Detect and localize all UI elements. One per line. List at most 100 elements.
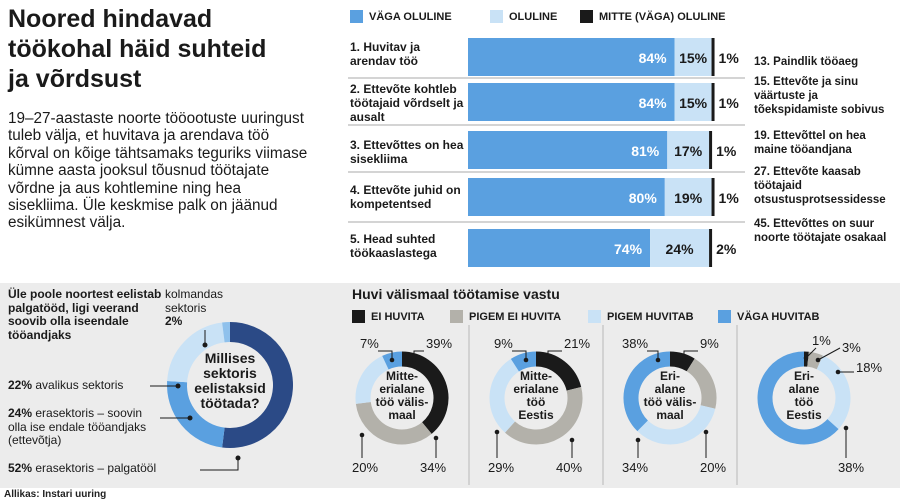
other-rank-item: 19. Ettevõttel on hea maine tööandjana bbox=[754, 130, 866, 156]
leader-line bbox=[547, 350, 562, 360]
bar-category-label: 4. Ettevõte juhid on kompetentsed bbox=[350, 183, 461, 211]
leader-dot bbox=[843, 425, 849, 431]
sector-donut-slice bbox=[167, 322, 226, 383]
abroad-center-text: töö välis- bbox=[376, 395, 429, 409]
bar-oluline bbox=[664, 178, 712, 216]
abroad-center-text: töö välis- bbox=[644, 395, 697, 409]
abroad-center-text: Eestis bbox=[518, 408, 554, 422]
leader-dot bbox=[202, 342, 208, 348]
sector-donut-slice bbox=[222, 322, 293, 448]
bar-value-label: 2% bbox=[716, 241, 737, 257]
abroad-center-text: töö bbox=[527, 395, 546, 409]
legend-swatch bbox=[490, 10, 503, 23]
abroad-center-text: Eri- bbox=[794, 369, 814, 383]
label-palgatoo: 52% erasektoris – palgatööl bbox=[8, 461, 228, 476]
abroad-donut-slice bbox=[807, 351, 823, 370]
abroad-donut-slice bbox=[535, 351, 582, 392]
abroad-pct-label: 38% bbox=[838, 460, 864, 475]
bar-value-label: 17% bbox=[674, 143, 703, 159]
label-erasektor: 24% erasektoris – soovin olla ise endale… bbox=[8, 406, 160, 448]
bar-value-label: 19% bbox=[674, 190, 703, 206]
leader-dot bbox=[635, 437, 641, 443]
bar-oluline bbox=[650, 229, 710, 267]
leader-line bbox=[512, 350, 527, 360]
bar-vaga-oluline bbox=[468, 229, 651, 267]
bar-vaga-oluline bbox=[468, 38, 675, 76]
label-kolmas-pct: 2% bbox=[165, 314, 183, 328]
abroad-center-text: maal bbox=[656, 408, 683, 422]
leader-line bbox=[378, 350, 393, 360]
leader-dot bbox=[545, 357, 551, 363]
bar-value-label: 74% bbox=[614, 241, 643, 257]
bar-value-label: 1% bbox=[716, 143, 737, 159]
label-avalik: 22% avalikus sektoris bbox=[8, 378, 168, 393]
abroad-pct-label: 34% bbox=[622, 460, 648, 475]
legend-ei-huvita: EI HUVITA bbox=[352, 310, 425, 323]
bar-mitte-oluline bbox=[711, 83, 715, 121]
intro-text: 19–27-aastaste noorte tööootuste uuringu… bbox=[8, 110, 308, 232]
legend-label: EI HUVITA bbox=[371, 310, 425, 323]
leader-dot bbox=[835, 369, 841, 375]
abroad-pct-label: 3% bbox=[842, 340, 861, 355]
leader-dot bbox=[235, 455, 241, 461]
leader-dot bbox=[494, 429, 500, 435]
leader-dot bbox=[175, 383, 181, 389]
legend-swatch bbox=[718, 310, 731, 323]
label-kolmas-text: kolmandas sektoris bbox=[165, 287, 224, 315]
abroad-donut-slice bbox=[637, 404, 716, 445]
abroad-pct-label: 29% bbox=[488, 460, 514, 475]
abroad-pct-label: 21% bbox=[564, 336, 590, 351]
legend-label: VÄGA OLULINE bbox=[369, 10, 452, 23]
leader-line bbox=[805, 347, 817, 359]
label-erasektor-pct: 24% bbox=[8, 406, 33, 420]
abroad-donut-slice bbox=[355, 355, 389, 404]
label-kolmas: kolmandas sektoris 2% bbox=[165, 287, 245, 329]
abroad-donut-slice bbox=[355, 401, 432, 445]
bar-vaga-oluline bbox=[468, 131, 668, 169]
abroad-pct-label: 9% bbox=[494, 336, 513, 351]
other-rank-item: 13. Paindlik tööaeg bbox=[754, 56, 859, 68]
bar-mitte-oluline bbox=[709, 131, 713, 169]
legend-vaga-oluline: VÄGA OLULINE bbox=[350, 10, 452, 23]
leader-dot bbox=[523, 357, 529, 363]
leader-line bbox=[200, 458, 239, 471]
abroad-center-text: Mitte- bbox=[386, 369, 418, 383]
sector-center-text: sektoris bbox=[203, 365, 257, 381]
leader-dot bbox=[389, 357, 395, 363]
legend-oluline: OLULINE bbox=[490, 10, 557, 23]
bar-oluline bbox=[674, 38, 712, 76]
abroad-donut-slice bbox=[816, 355, 851, 430]
leader-dot bbox=[803, 355, 809, 361]
leader-line bbox=[413, 350, 424, 360]
abroad-center-text: Mitte- bbox=[520, 369, 552, 383]
abroad-donut-slice bbox=[505, 387, 583, 445]
abroad-center-text: erialane bbox=[513, 382, 559, 396]
leader-line bbox=[647, 350, 659, 360]
leader-line bbox=[683, 350, 698, 360]
page-title: Noored hindavad töökohal häid suhteid ja… bbox=[8, 4, 308, 94]
legend-swatch bbox=[450, 310, 463, 323]
abroad-pct-label: 20% bbox=[352, 460, 378, 475]
abroad-center-text: alane bbox=[789, 382, 820, 396]
bar-value-label: 15% bbox=[679, 50, 708, 66]
bar-value-label: 84% bbox=[639, 95, 668, 111]
abroad-center-text: maal bbox=[388, 408, 415, 422]
legend-mitte-oluline: MITTE (VÄGA) OLULINE bbox=[580, 10, 726, 23]
legend-swatch bbox=[588, 310, 601, 323]
title-line-2: töökohal häid suhteid bbox=[8, 35, 267, 63]
legend-vaga-huvitab: VÄGA HUVITAB bbox=[718, 310, 820, 323]
bar-category-label: 2. Ettevõte kohtleb töötajaid võrdselt j… bbox=[350, 82, 464, 124]
abroad-pct-label: 9% bbox=[700, 336, 719, 351]
abroad-center-text: erialane bbox=[379, 382, 425, 396]
legend-swatch bbox=[352, 310, 365, 323]
abroad-pct-label: 39% bbox=[426, 336, 452, 351]
title-line-3: ja võrdsust bbox=[8, 65, 142, 93]
leader-dot bbox=[815, 357, 821, 363]
abroad-pct-label: 7% bbox=[360, 336, 379, 351]
leader-dot bbox=[569, 437, 575, 443]
legend-swatch bbox=[350, 10, 363, 23]
sector-center-text: töötada? bbox=[200, 395, 259, 411]
abroad-center-text: Eestis bbox=[786, 408, 822, 422]
leader-dot bbox=[359, 432, 365, 438]
sector-center-text: eelistaksid bbox=[194, 380, 266, 396]
